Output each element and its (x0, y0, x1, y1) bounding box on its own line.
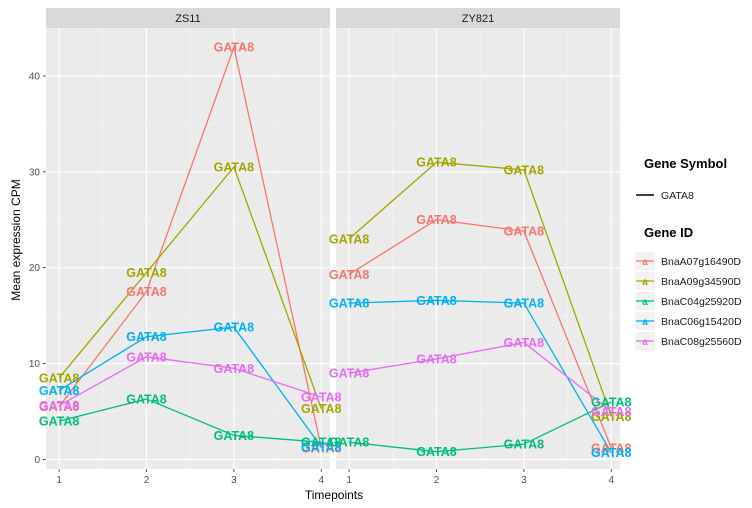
point-label: GATA8 (416, 156, 457, 170)
series-line-BnaC08g25560D-ZY821 (348, 341, 612, 413)
panel-zs11-background (46, 28, 330, 469)
x-tick-label: 2 (144, 475, 150, 486)
legend-key-glyph: a (642, 337, 648, 348)
point-label: GATA8 (126, 266, 167, 280)
y-tick-label: 20 (29, 263, 41, 274)
point-label: GATA8 (214, 321, 255, 335)
point-label: GATA8 (301, 441, 342, 455)
x-axis-title: Timepoints (305, 488, 363, 502)
point-label: GATA8 (301, 402, 342, 416)
point-label: GATA8 (126, 393, 167, 407)
legend: Gene Symbol GATA8 Gene ID a BnaA07g16490D… (635, 156, 742, 350)
point-label: GATA8 (301, 436, 342, 450)
panel-zy821-background (336, 28, 620, 469)
point-label: GATA8 (591, 410, 632, 424)
point-label: GATA8 (126, 330, 167, 344)
point-label: GATA8 (329, 297, 370, 311)
point-label: GATA8 (591, 395, 632, 409)
legend-key-glyph: a (642, 277, 648, 288)
x-tick-label: 4 (318, 475, 324, 486)
legend-title-gene-symbol: Gene Symbol (644, 156, 727, 171)
panel-zy821-strip (336, 8, 620, 28)
point-label: GATA8 (214, 429, 255, 443)
point-label: GATA8 (301, 440, 342, 454)
point-label: GATA8 (329, 367, 370, 381)
point-label: GATA8 (504, 225, 545, 239)
point-labels-layer: GATA8GATA8GATA8GATA8GATA8GATA8GATA8GATA8… (39, 41, 632, 461)
series-line-BnaA07g16490D-ZY821 (348, 219, 612, 449)
point-label: GATA8 (39, 371, 80, 385)
legend-items: a BnaA07g16490D a BnaA09g34590D a BnaC04g2592… (635, 252, 742, 350)
legend-key-glyph: a (642, 297, 648, 308)
x-tick-label: 3 (521, 475, 527, 486)
point-label: GATA8 (329, 232, 370, 246)
point-label: GATA8 (39, 399, 80, 413)
x-tick-label: 2 (434, 475, 440, 486)
point-label: GATA8 (39, 400, 80, 414)
series-line-BnaA09g34590D-ZY821 (348, 161, 612, 417)
panel-zs11-strip (46, 8, 330, 28)
panel-zy821-strip-title: ZY821 (462, 13, 494, 25)
point-label: GATA8 (591, 446, 632, 460)
point-label: GATA8 (416, 294, 457, 308)
point-label: GATA8 (591, 405, 632, 419)
point-label: GATA8 (214, 41, 255, 55)
point-label: GATA8 (504, 163, 545, 177)
series-line-BnaC06g15420D-ZS11 (58, 326, 322, 448)
point-label: GATA8 (39, 384, 80, 398)
series-line-BnaC06g15420D-ZY821 (349, 299, 612, 454)
series-line-BnaC04g25920D-ZY821 (349, 401, 612, 453)
y-axis-title: Mean expression CPM (9, 179, 23, 300)
x-tick-label: 3 (231, 475, 237, 486)
legend-title-gene-id: Gene ID (644, 225, 693, 240)
series-layer (58, 44, 612, 454)
series-line-BnaC04g25920D-ZS11 (58, 398, 322, 443)
point-label: GATA8 (214, 161, 255, 175)
y-tick-label: 10 (29, 359, 41, 370)
series-line-BnaC08g25560D-ZS11 (58, 356, 322, 407)
legend-label-BnaA09g34590D: BnaA09g34590D (661, 276, 741, 288)
point-label: GATA8 (416, 445, 457, 459)
point-label: GATA8 (416, 352, 457, 366)
series-line-BnaA09g34590D-ZS11 (58, 165, 322, 409)
point-label: GATA8 (591, 441, 632, 455)
point-label: GATA8 (329, 436, 370, 450)
panel-zs11-strip-title: ZS11 (175, 13, 200, 25)
legend-label-gene-symbol: GATA8 (661, 190, 694, 202)
series-line-BnaA07g16490D-ZS11 (58, 44, 322, 449)
legend-label-BnaA07g16490D: BnaA07g16490D (661, 256, 741, 268)
y-tick-label: 0 (34, 455, 40, 466)
legend-key-glyph: a (642, 317, 648, 328)
legend-label-BnaC04g25920D: BnaC04g25920D (661, 296, 742, 308)
point-label: GATA8 (504, 336, 545, 350)
legend-label-BnaC08g25560D: BnaC08g25560D (661, 336, 742, 348)
legend-label-BnaC06g15420D: BnaC06g15420D (661, 316, 742, 328)
point-label: GATA8 (39, 415, 80, 429)
point-label: GATA8 (214, 362, 255, 376)
y-tick-label: 30 (29, 167, 41, 178)
legend-key-glyph: a (642, 257, 648, 268)
x-tick-label: 4 (608, 475, 614, 486)
point-label: GATA8 (504, 297, 545, 311)
point-label: GATA8 (126, 285, 167, 299)
x-tick-label: 1 (346, 475, 352, 486)
point-label: GATA8 (126, 350, 167, 364)
panels-layer: ZS11 ZY821 (46, 8, 620, 469)
x-tick-label: 1 (56, 475, 62, 486)
point-label: GATA8 (329, 268, 370, 282)
point-label: GATA8 (416, 213, 457, 227)
point-label: GATA8 (301, 391, 342, 405)
point-label: GATA8 (504, 438, 545, 452)
y-tick-label: 40 (29, 71, 41, 82)
